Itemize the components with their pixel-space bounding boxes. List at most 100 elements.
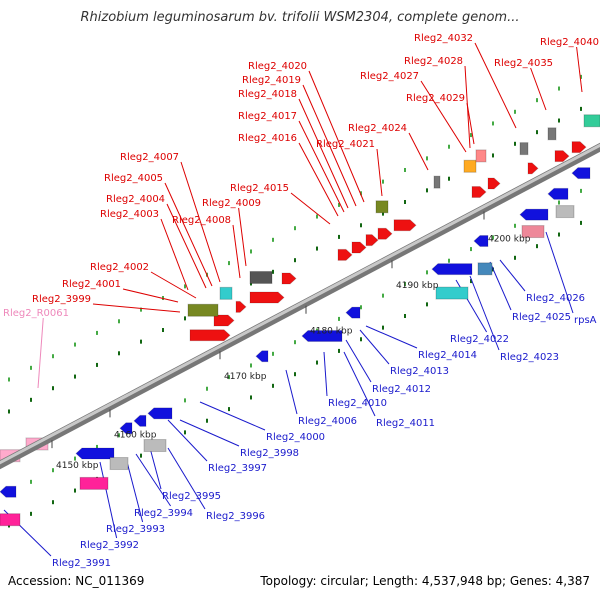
gene-leader-line	[466, 102, 475, 145]
gene-leader-line	[180, 161, 221, 283]
track-dot	[338, 316, 340, 321]
gene-feature	[249, 291, 285, 304]
track-dot	[184, 284, 186, 289]
gene-leader-line	[164, 182, 213, 287]
gene-label[interactable]: Rleg2_4026	[526, 293, 585, 304]
gene-leader-line	[199, 401, 266, 431]
track-dot	[514, 223, 516, 228]
gene-leader-line	[285, 369, 298, 415]
gene-label[interactable]: Rleg2_4019	[242, 75, 301, 86]
gene-label[interactable]: Rleg2_4005	[104, 173, 163, 184]
track-dot	[206, 386, 208, 391]
gene-feature	[521, 225, 545, 239]
gene-label[interactable]: Rleg2_4008	[172, 215, 231, 226]
genome-backbone	[0, 142, 600, 470]
gene-feature	[519, 208, 549, 221]
track-dot	[184, 316, 186, 321]
gene-label[interactable]: Rleg2_4006	[298, 416, 357, 427]
track-dot	[8, 377, 10, 382]
gene-leader-line	[238, 207, 247, 267]
track-dot	[338, 202, 340, 207]
gene-label[interactable]: Rleg2_4012	[372, 384, 431, 395]
track-dot	[536, 244, 538, 249]
tick-label: 4200 kbp	[488, 235, 531, 245]
track-dot	[404, 313, 406, 318]
gene-label[interactable]: Rleg2_3992	[80, 540, 139, 551]
gene-label[interactable]: Rleg2_4020	[248, 61, 307, 72]
gene-label[interactable]: Rleg2_4011	[376, 418, 435, 429]
gene-feature	[571, 167, 591, 180]
gene-label[interactable]: Rleg2_4015	[230, 183, 289, 194]
gene-label[interactable]: Rleg2_3994	[134, 508, 193, 519]
track-dot	[316, 360, 318, 365]
gene-leader-line	[545, 231, 574, 314]
gene-leader-line	[489, 261, 512, 311]
gene-labels[interactable]: Rleg2_R0061 Rleg2_3991 Rleg2_3992 Rleg2_399…	[3, 33, 599, 569]
gene-label[interactable]: Rleg2_4032	[414, 33, 473, 44]
gene-label[interactable]: Rleg2_R0061	[3, 308, 69, 319]
gene-label[interactable]: Rleg2_4023	[500, 352, 559, 363]
gene-label[interactable]: Rleg2_4017	[238, 111, 297, 122]
gene-label[interactable]: Rleg2_3993	[106, 524, 165, 535]
gene-label[interactable]: Rleg2_4014	[418, 350, 477, 361]
gene-leader-line	[302, 84, 357, 207]
track-dot	[470, 133, 472, 138]
track-dot	[448, 258, 450, 263]
gene-label[interactable]: Rleg2_3995	[162, 491, 221, 502]
gene-leader-line	[135, 453, 172, 507]
gene-feature	[571, 141, 587, 154]
gene-label[interactable]: Rleg2_4022	[450, 334, 509, 345]
gene-label[interactable]: Rleg2_3996	[206, 511, 265, 522]
gene-label[interactable]: Rleg2_4010	[328, 398, 387, 409]
gene-leader-line	[232, 224, 241, 279]
gene-leader-line	[365, 325, 418, 349]
gene-label[interactable]: Rleg2_4021	[316, 139, 375, 150]
gene-leader-line	[92, 303, 181, 313]
map-title: Rhizobium leguminosarum bv. trifolii WSM…	[80, 10, 520, 25]
track-dot	[382, 179, 384, 184]
track-dot	[382, 325, 384, 330]
track-dot	[492, 235, 494, 240]
gene-label[interactable]: Rleg2_3997	[208, 463, 267, 474]
gene-label[interactable]: Rleg2_4018	[238, 89, 297, 100]
gene-label[interactable]: Rleg2_4000	[266, 432, 325, 443]
track-dot	[52, 500, 54, 505]
gene-label[interactable]: Rleg2_4004	[106, 194, 165, 205]
track-dot	[272, 237, 274, 242]
gene-label[interactable]: Rleg2_4009	[202, 198, 261, 209]
gene-leader-line	[122, 288, 179, 303]
gene-leader-line	[167, 447, 206, 510]
track-dot	[316, 246, 318, 251]
gene-label[interactable]: Rleg2_4001	[62, 279, 121, 290]
gene-label[interactable]: Rleg2_3999	[32, 294, 91, 305]
gene-label[interactable]: Rleg2_4035	[494, 58, 553, 69]
gene-label[interactable]: Rleg2_4007	[120, 152, 179, 163]
gene-label[interactable]: Rleg2_3991	[52, 558, 111, 569]
gene-label[interactable]: rpsA	[574, 315, 597, 326]
gene-leader-line	[359, 329, 390, 365]
gene-label[interactable]: Rleg2_4002	[90, 262, 149, 273]
gene-label[interactable]: Rleg2_4016	[238, 133, 297, 144]
gene-feature	[519, 142, 529, 156]
gene-label[interactable]: Rleg2_3998	[240, 448, 299, 459]
track-dot	[316, 214, 318, 219]
gene-label[interactable]: Rleg2_4013	[390, 366, 449, 377]
gene-label[interactable]: Rleg2_4029	[406, 93, 465, 104]
gene-label[interactable]: Rleg2_4003	[100, 209, 159, 220]
gene-label[interactable]: Rleg2_4025	[512, 312, 571, 323]
gene-feature	[463, 159, 477, 173]
gene-leader-line	[499, 259, 526, 292]
gene-label[interactable]: Rleg2_4027	[360, 71, 419, 82]
track-dot	[536, 98, 538, 103]
gene-feature	[147, 407, 173, 420]
track-dot	[140, 453, 142, 458]
gene-feature	[471, 186, 487, 199]
gene-label[interactable]: Rleg2_4028	[404, 56, 463, 67]
gene-label[interactable]: Rleg2_4040	[540, 37, 599, 48]
gene-feature	[554, 150, 570, 163]
track-dot	[492, 153, 494, 158]
track-dot	[272, 383, 274, 388]
gene-label[interactable]: Rleg2_4024	[348, 123, 407, 134]
track-dot	[426, 270, 428, 275]
